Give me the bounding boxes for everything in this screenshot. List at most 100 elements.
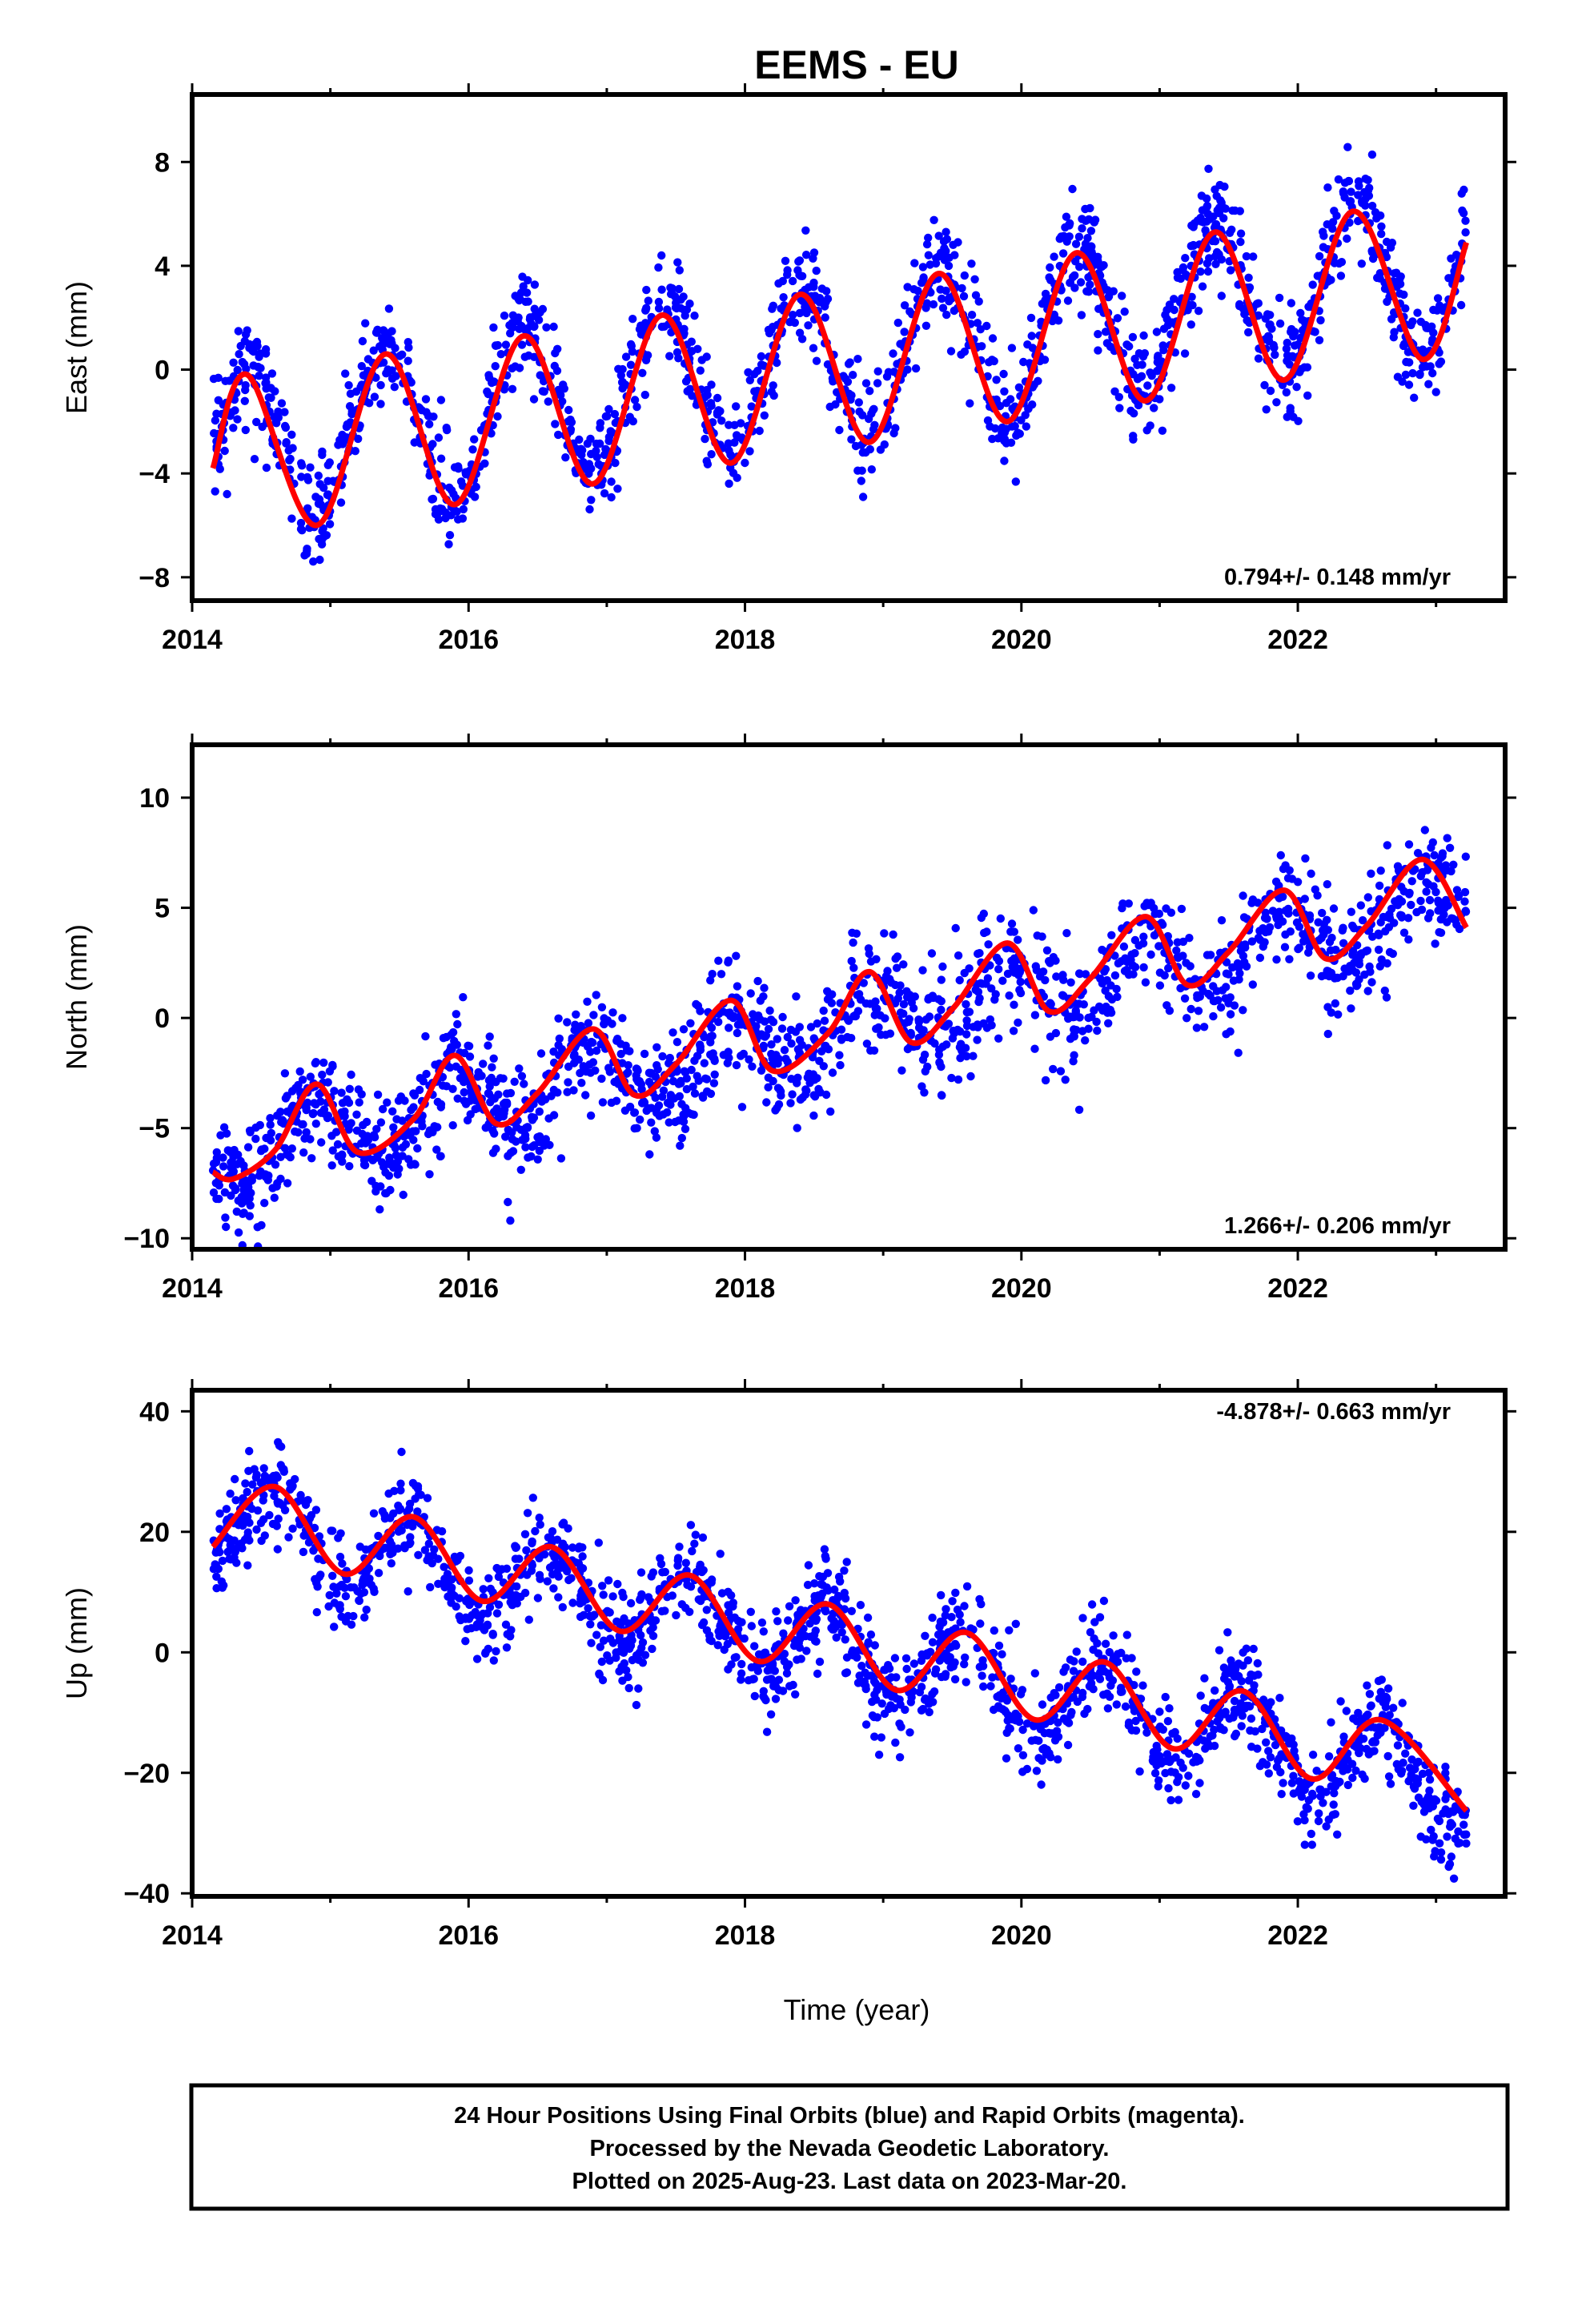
data-point xyxy=(994,965,1003,974)
data-point xyxy=(243,1561,252,1570)
data-point xyxy=(665,1053,674,1063)
data-point xyxy=(569,1086,578,1095)
data-point xyxy=(1186,962,1195,971)
data-point xyxy=(328,1571,337,1581)
data-point xyxy=(773,358,781,368)
data-point xyxy=(1213,206,1222,215)
data-point xyxy=(456,1065,465,1075)
data-point xyxy=(918,1055,928,1064)
data-point xyxy=(889,930,897,939)
data-point xyxy=(369,1131,379,1140)
data-point xyxy=(1429,305,1438,315)
data-point xyxy=(1008,404,1017,413)
data-point xyxy=(895,1753,905,1762)
data-point xyxy=(889,349,897,358)
data-point xyxy=(1334,1010,1343,1019)
data-point xyxy=(1127,950,1136,959)
data-point xyxy=(737,1659,746,1669)
data-point xyxy=(1191,1790,1201,1799)
data-point xyxy=(636,1568,646,1577)
data-point xyxy=(465,1600,474,1610)
data-point xyxy=(298,1076,307,1084)
data-point xyxy=(899,960,908,969)
data-point xyxy=(299,1547,308,1557)
data-point xyxy=(1062,237,1071,246)
data-point xyxy=(844,360,853,368)
data-point xyxy=(1029,906,1038,915)
data-point xyxy=(274,413,283,422)
data-point xyxy=(1336,1697,1345,1706)
data-point xyxy=(344,1098,354,1108)
data-point xyxy=(263,1176,272,1184)
data-point xyxy=(900,301,909,310)
data-point xyxy=(1040,1743,1049,1753)
data-point xyxy=(1007,919,1017,928)
data-point xyxy=(1150,910,1159,919)
data-point xyxy=(1128,961,1138,970)
data-point xyxy=(1032,966,1042,975)
data-point xyxy=(922,1651,932,1660)
data-point xyxy=(1030,1011,1040,1019)
data-point xyxy=(1102,339,1112,348)
data-point xyxy=(750,1642,759,1651)
data-point xyxy=(252,1525,261,1534)
data-point xyxy=(1424,1792,1433,1801)
data-point xyxy=(319,483,328,493)
data-point xyxy=(426,1582,435,1592)
data-point xyxy=(671,1117,680,1127)
data-point xyxy=(849,371,857,380)
data-point xyxy=(355,1596,363,1606)
data-point xyxy=(468,445,477,454)
data-point xyxy=(1318,908,1327,918)
data-point xyxy=(1315,1809,1323,1818)
data-point xyxy=(714,1017,723,1027)
data-point xyxy=(381,1168,390,1177)
data-point xyxy=(267,369,277,378)
data-point xyxy=(1443,918,1452,927)
data-point xyxy=(246,1201,255,1210)
data-point xyxy=(1323,183,1332,192)
data-point xyxy=(969,1051,978,1060)
data-point xyxy=(1199,1023,1209,1031)
data-point xyxy=(258,422,267,432)
data-point xyxy=(1032,1767,1042,1775)
data-point xyxy=(578,446,587,455)
data-point xyxy=(1186,1004,1195,1014)
data-point xyxy=(1074,232,1084,241)
data-point xyxy=(1138,352,1148,361)
data-point xyxy=(1201,1744,1210,1753)
data-point xyxy=(866,957,876,966)
data-point xyxy=(1054,1755,1062,1764)
data-point xyxy=(543,1577,552,1586)
data-point xyxy=(1315,251,1324,261)
data-point xyxy=(459,505,468,514)
data-point xyxy=(1414,1793,1423,1802)
data-point xyxy=(806,1023,816,1031)
data-point xyxy=(828,1068,837,1077)
data-point xyxy=(229,424,238,432)
data-point xyxy=(1264,927,1273,936)
data-point xyxy=(1054,1718,1062,1727)
data-point xyxy=(745,376,754,384)
data-point xyxy=(1239,913,1249,922)
data-point xyxy=(387,1559,396,1568)
data-point xyxy=(369,1509,379,1518)
data-point xyxy=(1108,1676,1118,1685)
data-point xyxy=(221,376,230,385)
data-point xyxy=(215,1509,224,1518)
data-point xyxy=(1007,422,1017,431)
data-point xyxy=(717,416,726,425)
data-point xyxy=(795,271,804,279)
data-point xyxy=(1418,868,1427,877)
y-tick-label: 5 xyxy=(155,894,170,924)
data-point xyxy=(589,1011,598,1019)
data-point xyxy=(1307,869,1315,879)
data-point xyxy=(506,1148,516,1157)
data-point xyxy=(1173,1734,1182,1743)
data-point xyxy=(1333,1830,1342,1839)
data-point xyxy=(375,342,384,351)
data-point xyxy=(710,1056,719,1066)
data-point xyxy=(682,1074,691,1083)
data-point xyxy=(864,414,873,424)
